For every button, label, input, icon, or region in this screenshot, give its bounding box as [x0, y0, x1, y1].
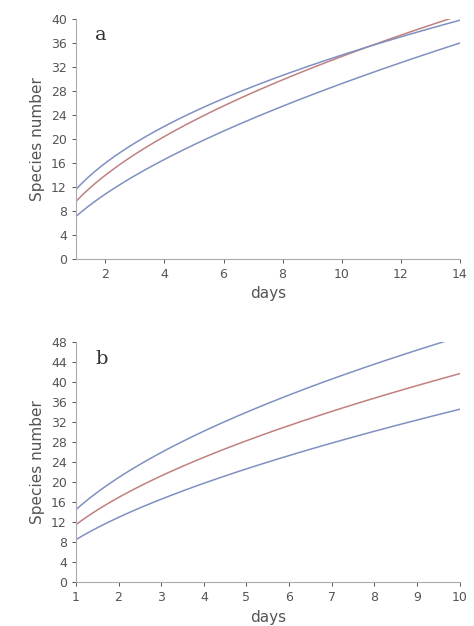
Text: a: a: [95, 26, 107, 44]
Y-axis label: Species number: Species number: [30, 77, 46, 200]
Y-axis label: Species number: Species number: [30, 401, 46, 524]
Text: b: b: [95, 350, 108, 367]
X-axis label: days: days: [250, 610, 286, 625]
X-axis label: days: days: [250, 286, 286, 301]
